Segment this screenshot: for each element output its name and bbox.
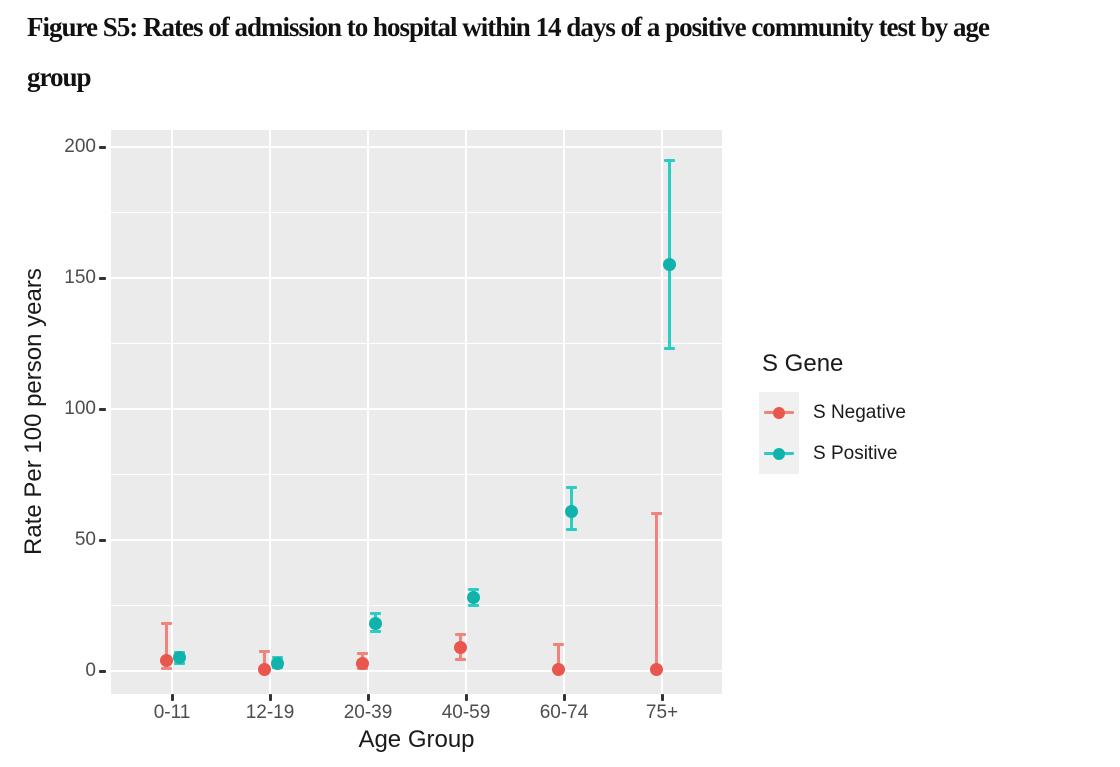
y-tick-mark	[99, 538, 106, 542]
gridline-major	[111, 539, 722, 541]
y-tick-label: 100	[64, 398, 96, 419]
error-bar-cap-top-s-negative-40-59	[454, 632, 466, 636]
figure-caption: Figure S5: Rates of admission to hospita…	[27, 2, 1117, 102]
gridline-major	[111, 408, 722, 410]
error-bar-cap-top-s-negative-12-19	[258, 649, 270, 653]
legend-title: S Gene	[762, 350, 844, 377]
gridline-category	[171, 130, 173, 694]
point-s-negative-75+	[649, 663, 663, 677]
legend-key-s-positive	[759, 433, 799, 474]
x-tick-label: 60-74	[539, 702, 589, 723]
point-glyph-icon	[773, 406, 785, 419]
gridline-minor	[111, 212, 722, 213]
point-s-positive-20-39	[368, 617, 382, 631]
error-bar-cap-top-s-negative-20-39	[356, 652, 368, 656]
point-s-negative-60-74	[551, 663, 565, 677]
error-bar-cap-top-s-positive-75+	[663, 158, 675, 162]
point-s-positive-12-19	[270, 656, 284, 670]
error-bar-s-positive-75+	[667, 160, 671, 349]
y-tick-mark	[99, 669, 106, 673]
gridline-category	[465, 130, 467, 694]
error-bar-cap-bottom-s-positive-60-74	[565, 528, 577, 532]
x-tick-label: 75+	[645, 702, 679, 723]
gridline-category	[367, 130, 369, 694]
error-bar-cap-top-s-positive-60-74	[565, 486, 577, 490]
x-axis-title: Age Group	[358, 726, 475, 753]
x-tick-mark	[170, 694, 174, 701]
gridline-major	[111, 146, 722, 148]
legend-item-s-negative: S Negative	[759, 392, 989, 433]
gridline-major	[111, 277, 722, 279]
point-s-negative-20-39	[355, 656, 369, 670]
x-tick-mark	[464, 694, 468, 701]
point-s-positive-75+	[662, 258, 676, 272]
x-tick-label: 20-39	[343, 702, 393, 723]
gridline-major	[111, 670, 722, 672]
plot-panel	[111, 130, 722, 694]
gridline-category	[563, 130, 565, 694]
error-bar-cap-top-s-negative-60-74	[552, 643, 564, 647]
gridline-category	[269, 130, 271, 694]
x-tick-mark	[562, 694, 566, 701]
legend-key-s-negative	[759, 392, 799, 433]
y-tick-mark	[99, 407, 106, 411]
error-bar-s-negative-75+	[654, 513, 658, 671]
gridline-category	[661, 130, 663, 694]
legend-label-s-positive: S Positive	[813, 442, 898, 464]
y-tick-label: 200	[64, 136, 96, 157]
y-tick-label: 0	[85, 660, 96, 681]
error-bar-cap-bottom-s-positive-20-39	[369, 630, 381, 634]
legend: S Gene S Negative S Positive	[759, 350, 989, 474]
error-bar-s-negative-12-19	[262, 651, 266, 671]
figure-caption-line-2: group	[27, 62, 92, 92]
point-s-negative-0-11	[159, 654, 173, 668]
x-tick-mark	[366, 694, 370, 701]
error-bar-cap-top-s-positive-40-59	[467, 588, 479, 592]
x-tick-mark	[268, 694, 272, 701]
point-glyph-icon	[773, 447, 785, 460]
error-bar-cap-bottom-s-positive-75+	[663, 347, 675, 351]
error-bar-cap-bottom-s-negative-0-11	[160, 666, 172, 670]
gridline-minor	[111, 343, 722, 344]
point-s-negative-12-19	[257, 663, 271, 677]
y-tick-mark	[99, 145, 106, 149]
error-bar-cap-bottom-s-positive-40-59	[467, 604, 479, 607]
point-s-positive-0-11	[172, 651, 186, 665]
x-tick-label: 12-19	[245, 702, 295, 723]
error-bar-cap-bottom-s-negative-40-59	[454, 657, 466, 661]
point-s-positive-40-59	[466, 591, 480, 605]
point-s-negative-40-59	[453, 640, 467, 654]
error-bar-cap-top-s-positive-20-39	[369, 611, 381, 615]
error-bar-s-negative-0-11	[164, 623, 168, 669]
y-tick-label: 150	[64, 267, 96, 288]
legend-label-s-negative: S Negative	[813, 401, 906, 423]
error-bar-cap-top-s-negative-75+	[650, 512, 662, 516]
x-tick-mark	[660, 694, 664, 701]
error-bar-s-negative-60-74	[556, 644, 560, 671]
y-tick-mark	[99, 276, 106, 280]
gridline-minor	[111, 605, 722, 606]
error-bar-cap-top-s-negative-0-11	[160, 622, 172, 626]
legend-item-s-positive: S Positive	[759, 433, 989, 474]
figure-caption-line-1: Figure S5: Rates of admission to hospita…	[27, 12, 990, 42]
gridline-minor	[111, 474, 722, 475]
x-tick-label: 40-59	[441, 702, 491, 723]
x-tick-label: 0-11	[153, 702, 191, 723]
y-tick-label: 50	[74, 529, 96, 550]
point-s-positive-60-74	[564, 504, 578, 518]
